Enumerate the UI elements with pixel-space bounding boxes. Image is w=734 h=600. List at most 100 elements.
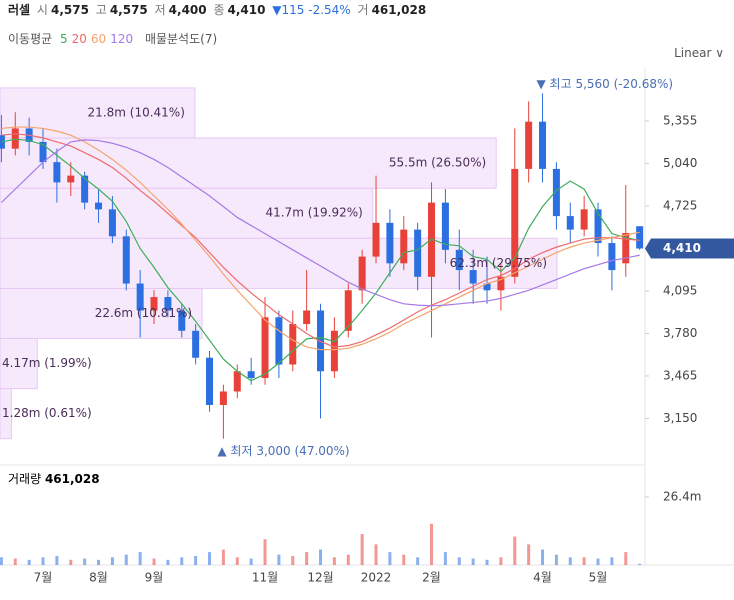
candle-body [289, 324, 297, 365]
profile-bar [0, 237, 558, 289]
candle-body [414, 229, 422, 277]
high-annotation: ▼ 최고 5,560 (-20.68%) [537, 77, 674, 91]
legend-items: 5 20 60 120 [60, 32, 137, 46]
candle-body [303, 310, 311, 325]
volume-bar [291, 555, 295, 565]
volume-bar [208, 552, 212, 565]
profile-title: 매물분석도(7) [144, 32, 218, 46]
volume-bar [596, 558, 600, 565]
volume-bar [513, 536, 517, 565]
candle-body [511, 168, 519, 277]
candle-body [622, 232, 630, 264]
volume-bar [457, 557, 461, 565]
x-tick-label: 11월 [252, 571, 278, 585]
candle-body [469, 270, 477, 284]
volume-bar [221, 549, 225, 565]
candle-body [122, 236, 130, 284]
candle-body [11, 128, 19, 149]
volume-bar [416, 557, 420, 565]
header: 러셀 시 4,575 고 4,575 저 4,400 종 4,410 ▼115 -2.5… [8, 1, 429, 18]
profile-label: 22.6m (10.81%) [95, 306, 192, 320]
volume-bar [471, 558, 475, 565]
volume-bar [430, 523, 434, 565]
candle-body [81, 175, 89, 203]
x-tick-label: 2월 [422, 571, 441, 585]
volume-bar [527, 544, 531, 565]
candle-body [497, 276, 505, 291]
quote-value: 4,400 [168, 3, 207, 17]
volume-bar [69, 559, 73, 565]
candle-body [344, 290, 352, 331]
y-tick-label: 4,095 [663, 283, 697, 297]
profile-label: 21.8m (10.41%) [88, 105, 185, 119]
y-tick-label: 5,040 [663, 156, 697, 170]
volume-bar [41, 557, 45, 565]
y-tick-label: 3,465 [663, 368, 697, 382]
volume-bar [541, 549, 545, 565]
volume-label: 거 [357, 3, 369, 17]
volume-bar [499, 557, 503, 565]
candle-body [108, 209, 116, 237]
y-tick-label: 3,780 [663, 326, 697, 340]
quote-value: 4,575 [109, 3, 148, 17]
profile-label: 4.17m (1.99%) [2, 356, 92, 370]
x-tick-label: 4월 [533, 571, 552, 585]
candle-body [136, 283, 144, 311]
candle-body [580, 209, 588, 230]
volume-bar [83, 558, 87, 565]
volume-bar [277, 554, 281, 565]
candle-body [178, 310, 186, 331]
volume-bar [402, 554, 406, 565]
candle-body [192, 330, 200, 358]
volume-value: 461,028 [371, 3, 427, 17]
volume-bar [319, 549, 323, 565]
volume-bar [138, 552, 142, 565]
scale-dropdown[interactable]: Linear ∨ [674, 46, 724, 60]
volume-bar [180, 557, 184, 565]
candle-body [275, 317, 283, 365]
volume-title: 거래량 461,028 [8, 472, 100, 486]
candle-body [95, 202, 103, 210]
x-tick-label: 8월 [89, 571, 108, 585]
candle-body [261, 317, 269, 378]
volume-bar [110, 557, 114, 565]
volume-bar [332, 557, 336, 565]
candle-body [164, 297, 172, 311]
legend-title: 이동평균 [8, 32, 53, 46]
volume-bar [638, 563, 642, 565]
x-tick-label: 12월 [307, 571, 333, 585]
candle-body [636, 226, 644, 249]
volume-bar [235, 557, 239, 565]
candle-body [525, 121, 533, 169]
x-tick-label: 7월 [34, 571, 53, 585]
scale-label[interactable]: Linear [674, 46, 712, 60]
candle-body [552, 168, 560, 217]
volume-bar [124, 554, 128, 565]
candle-body [67, 175, 75, 183]
volume-bar [166, 559, 170, 565]
profile-label: 41.7m (19.92%) [265, 206, 362, 220]
candle-body [206, 357, 214, 405]
volume-title-text: 거래량 [8, 472, 41, 486]
legend: 이동평균 5 20 60 120 매물분석도(7) [8, 30, 221, 47]
candle-body [219, 391, 227, 405]
volume-bar [152, 558, 156, 565]
candle-body [608, 243, 616, 271]
y-tick-label: 3,150 [663, 411, 697, 425]
candle-body [441, 202, 449, 250]
volume-bar [27, 559, 31, 565]
volume-bar [443, 552, 447, 565]
volume-bar [55, 555, 59, 565]
candle-body [233, 371, 241, 392]
last-price-label: 4,410 [663, 241, 701, 255]
candle-body [386, 222, 394, 264]
y-tick-label: 26.4m [663, 489, 701, 503]
candle-body [53, 162, 61, 183]
legend-item: 60 [90, 32, 107, 46]
profile-label: 62.3m (29.75%) [450, 256, 547, 270]
quote-label: 고 [95, 3, 107, 17]
x-tick-label: 2022 [361, 571, 392, 585]
y-tick-label: 4,725 [663, 198, 697, 212]
x-tick-label: 9월 [145, 571, 164, 585]
